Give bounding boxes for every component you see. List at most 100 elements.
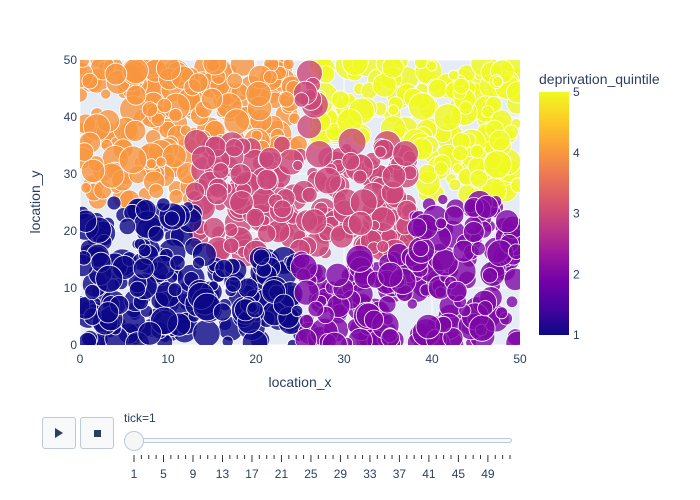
bubble-point <box>412 240 430 257</box>
bubble-point <box>506 81 520 104</box>
bubble-point <box>380 328 400 345</box>
stop-button[interactable] <box>80 417 114 449</box>
bubble-point <box>95 264 124 293</box>
bubble-point <box>223 108 250 135</box>
bubble-point <box>145 158 157 170</box>
data-points <box>80 60 520 345</box>
slider-step-label[interactable]: 17 <box>245 467 259 481</box>
bubble-point <box>156 197 171 212</box>
slider-step-label[interactable]: 1 <box>131 467 138 481</box>
bubble-point <box>301 208 328 235</box>
bubble-point <box>168 189 184 205</box>
slider-step-label[interactable]: 33 <box>363 467 377 481</box>
bubble-point <box>427 78 448 99</box>
bubble-point <box>104 62 128 86</box>
bubble-point <box>224 138 244 158</box>
bubble-point <box>237 277 259 299</box>
slider-step-label[interactable]: 5 <box>160 467 167 481</box>
bubble-point <box>292 159 304 171</box>
bubble-point <box>156 98 172 114</box>
bubble-point <box>469 169 488 188</box>
bubble-point <box>100 88 112 100</box>
bubble-point <box>321 331 348 345</box>
bubble-point <box>168 108 183 123</box>
bubble-point <box>337 127 367 157</box>
bubble-point <box>331 90 350 110</box>
x-axis-title: location_x <box>268 374 331 390</box>
slider-step-label[interactable]: 41 <box>422 467 436 481</box>
bubble-point <box>257 224 277 244</box>
bubble-point <box>433 103 462 132</box>
bubble-point <box>252 248 271 266</box>
bubble-point <box>97 301 120 324</box>
colorbar-tick-label: 2 <box>573 267 580 281</box>
bubble-point <box>341 152 361 171</box>
bubble-point <box>80 332 97 345</box>
bubble-point <box>481 267 499 284</box>
stop-icon <box>93 429 101 437</box>
bubble-point <box>137 321 162 345</box>
bubble-point <box>106 195 122 211</box>
bubble-point <box>374 145 387 159</box>
bubble-point <box>205 182 229 206</box>
bubble-point <box>224 276 242 293</box>
x-tick-label: 40 <box>425 352 439 366</box>
bubble-point <box>147 225 165 243</box>
bubble-point <box>278 91 295 108</box>
bubble-point <box>80 296 97 320</box>
bubble-point <box>214 259 234 279</box>
slider-step-label[interactable]: 21 <box>275 467 289 481</box>
bubble-point <box>256 169 278 191</box>
bubble-point <box>377 261 404 288</box>
bubble-point <box>415 313 442 340</box>
colorbar-tick-label: 1 <box>573 328 580 342</box>
slider-step-label[interactable]: 49 <box>481 467 495 481</box>
slider-step-label[interactable]: 9 <box>190 467 197 481</box>
bubble-point <box>150 112 166 128</box>
bubble-point <box>492 76 504 87</box>
bubble-point <box>363 309 385 330</box>
bubble-point <box>212 162 230 180</box>
bubble-point <box>381 60 404 79</box>
bubble-point <box>192 319 221 345</box>
bubble-point <box>293 279 320 306</box>
bubble-point <box>202 60 228 76</box>
bubble-point <box>435 217 448 230</box>
slider-step-label[interactable]: 13 <box>216 467 230 481</box>
bubble-point <box>167 282 183 297</box>
bubble-point <box>481 105 495 118</box>
bubble-point <box>155 60 182 81</box>
bubble-point <box>148 183 165 199</box>
bubble-point <box>414 60 428 70</box>
bubble-point <box>124 119 147 142</box>
bubble-point <box>125 84 147 106</box>
colorbar-tick-label: 5 <box>573 85 580 99</box>
slider-step-label[interactable]: 37 <box>393 467 407 481</box>
bubble-point <box>190 145 216 171</box>
slider-step-label[interactable]: 29 <box>334 467 348 481</box>
bubble-point <box>80 142 95 162</box>
bubble-point <box>226 72 243 89</box>
slider-current-label: tick=1 <box>124 411 156 425</box>
slider-step-label[interactable]: 45 <box>452 467 466 481</box>
x-tick-label: 10 <box>161 352 175 366</box>
bubble-point <box>446 280 468 302</box>
bubble-point <box>448 178 462 192</box>
bubble-point <box>128 280 146 298</box>
colorbar-title: deprivation_quintile <box>539 71 660 87</box>
bubble-point <box>169 254 186 271</box>
slider-handle[interactable] <box>124 431 144 451</box>
bubble-point <box>188 72 209 93</box>
bubble-point <box>488 129 511 152</box>
play-icon <box>55 428 63 438</box>
bubble-point <box>84 284 101 301</box>
bubble-point <box>141 101 158 118</box>
bubble-point <box>452 145 469 162</box>
slider-step-label[interactable]: 25 <box>304 467 318 481</box>
play-button[interactable] <box>42 417 76 449</box>
bubble-point <box>341 60 369 76</box>
slider-track[interactable] <box>128 438 512 443</box>
bubble-point <box>223 222 239 238</box>
x-tick-label: 20 <box>249 352 263 366</box>
bubble-point <box>458 100 473 115</box>
